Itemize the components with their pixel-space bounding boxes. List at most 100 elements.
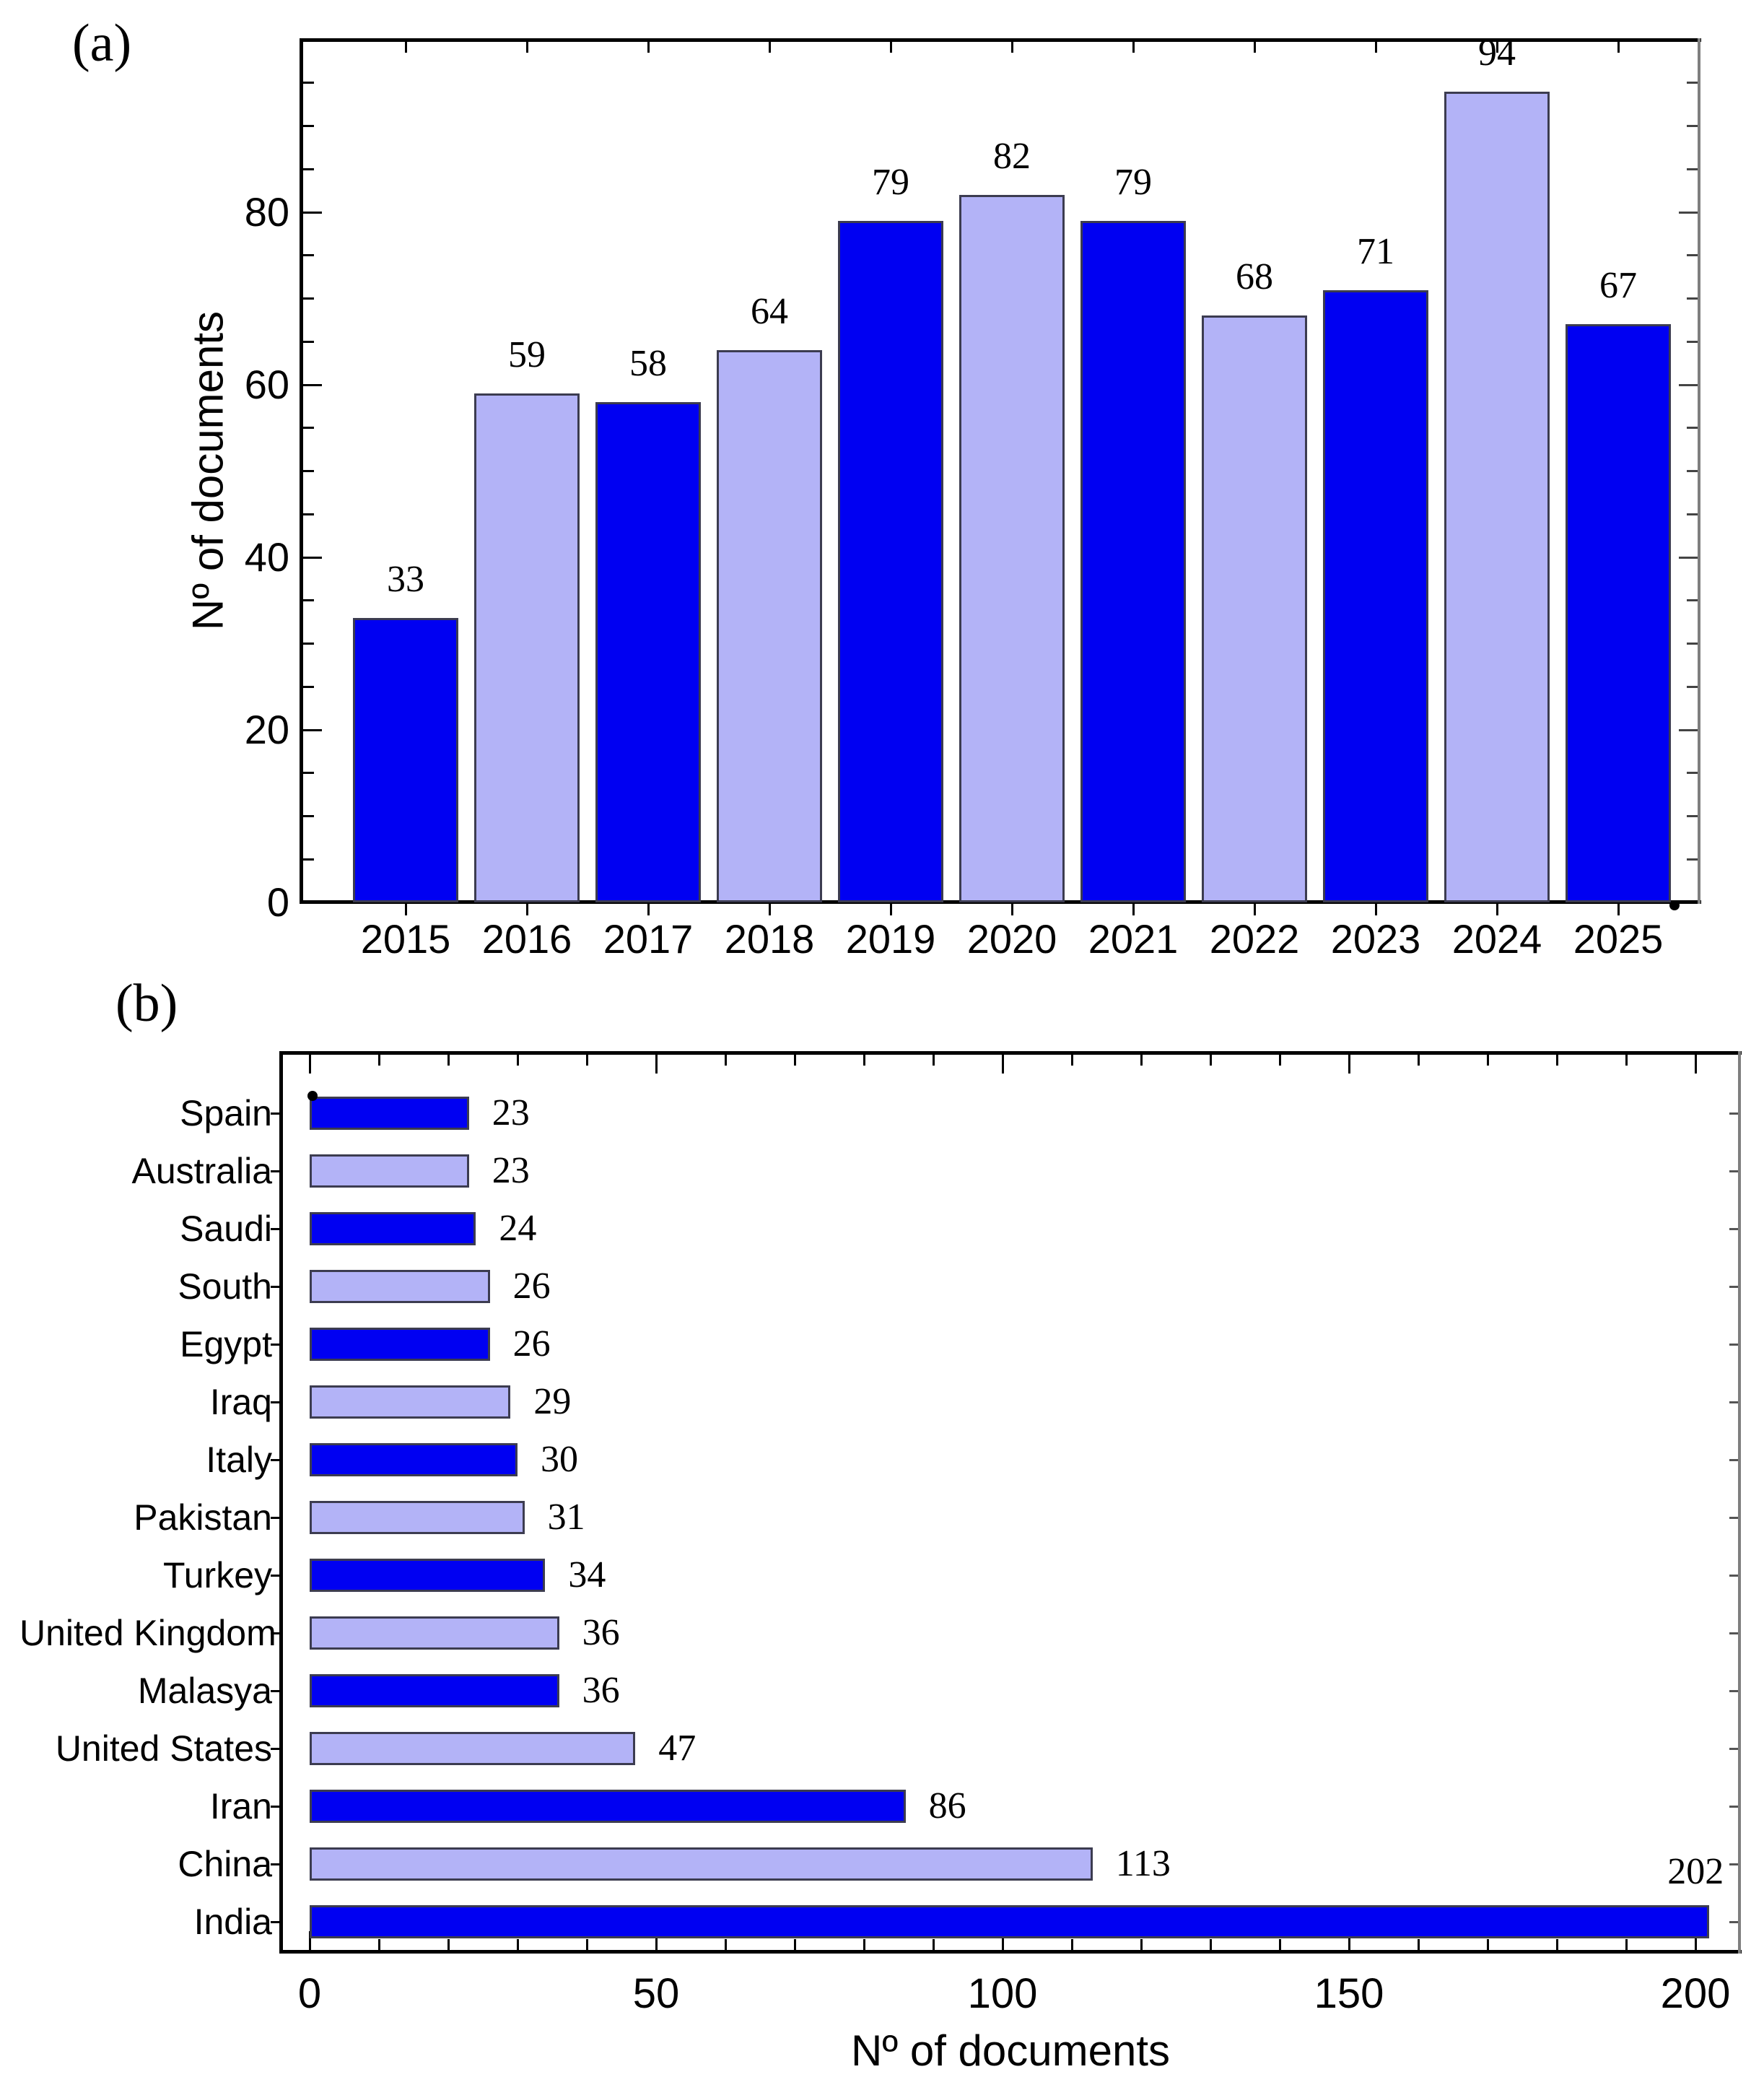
y-axis-tick-right — [1729, 1285, 1738, 1288]
y-axis-major-tick — [303, 211, 322, 214]
country-label: Iraq — [209, 1382, 272, 1422]
x-axis-tick-label: 2021 — [1088, 916, 1179, 962]
x-axis-tick-label: 200 — [1660, 1970, 1731, 2017]
bar-south — [310, 1270, 490, 1303]
y-axis-tick — [271, 1805, 279, 1808]
y-axis-tick-right — [1729, 1170, 1738, 1172]
country-label: Pakistan — [134, 1497, 272, 1538]
x-axis-tick-label: 150 — [1314, 1970, 1384, 2017]
y-axis-major-tick — [303, 728, 322, 731]
country-label: South — [178, 1266, 272, 1307]
country-label: Malasya — [137, 1671, 272, 1711]
x-axis-tick — [647, 904, 650, 915]
y-axis-minor-tick — [303, 427, 314, 430]
y-axis-tick-right — [1729, 1516, 1738, 1519]
y-axis-tick-right — [1729, 1458, 1738, 1461]
y-axis-tick — [271, 1285, 279, 1288]
bar-united-states — [310, 1732, 636, 1765]
bar-2021 — [1080, 220, 1186, 902]
y-axis-major-tick-right — [1679, 211, 1698, 214]
bar-pakistan — [310, 1501, 525, 1534]
bar-turkey — [310, 1559, 546, 1592]
x-axis-minor-tick — [793, 1939, 796, 1950]
x-axis-minor-tick-top — [516, 1055, 519, 1066]
country-label: Egypt — [180, 1324, 272, 1364]
bar-spain — [310, 1097, 469, 1130]
y-axis-minor-tick-right — [1687, 685, 1698, 688]
y-axis-tick — [271, 1170, 279, 1172]
y-axis-tick-right — [1729, 1227, 1738, 1230]
bar-2016 — [474, 393, 580, 902]
panel-a-label: (a) — [72, 14, 132, 73]
bar-value-label: 36 — [582, 1670, 620, 1711]
x-axis-minor-tick-top — [932, 1055, 935, 1066]
x-axis-tick — [1253, 904, 1256, 915]
panel-b-x-axis-title: Nº of documents — [850, 2026, 1171, 2075]
x-axis-minor-tick — [932, 1939, 935, 1950]
bar-value-label: 34 — [568, 1554, 606, 1595]
y-axis-tick — [271, 1401, 279, 1403]
x-axis-tick-label: 2017 — [603, 916, 694, 962]
x-axis-major-tick-top — [1348, 1055, 1350, 1074]
x-axis-tick — [404, 904, 407, 915]
bar-value-label: 67 — [1599, 265, 1637, 307]
x-axis-tick — [525, 904, 528, 915]
y-axis-tick — [271, 1574, 279, 1577]
x-axis-minor-tick-top — [1486, 1055, 1489, 1066]
country-label: China — [178, 1844, 272, 1884]
x-axis-top-tick — [647, 42, 650, 53]
x-axis-tick — [1496, 904, 1498, 915]
x-axis-tick-label: 100 — [967, 1970, 1038, 2017]
bar-value-label: 82 — [993, 136, 1031, 178]
y-axis-tick-right — [1729, 1632, 1738, 1634]
bar-value-label: 68 — [1236, 256, 1273, 298]
plot-frame-left-line — [300, 38, 303, 904]
bar-iraq — [310, 1385, 511, 1419]
bar-value-label: 29 — [533, 1381, 572, 1422]
y-axis-tick-label: 0 — [266, 879, 289, 925]
bar-2017 — [595, 401, 701, 902]
y-axis-major-tick-right — [1679, 728, 1698, 731]
y-axis-minor-tick-right — [1687, 254, 1698, 257]
bar-value-label: 59 — [508, 334, 546, 375]
bar-value-label: 58 — [629, 342, 667, 384]
x-axis-minor-tick-top — [1140, 1055, 1143, 1066]
x-axis-top-tick — [1496, 42, 1498, 53]
y-axis-tick — [271, 1458, 279, 1461]
bar-value-label: 79 — [872, 161, 909, 203]
bar-value-label: 30 — [541, 1439, 578, 1480]
y-axis-tick-right — [1729, 1863, 1738, 1865]
x-axis-minor-tick — [1417, 1939, 1420, 1950]
bar-saudi — [310, 1212, 476, 1245]
y-axis-tick-label: 80 — [244, 189, 289, 235]
country-label: Spain — [180, 1093, 272, 1133]
x-axis-tick — [1010, 904, 1013, 915]
x-axis-major-tick — [655, 1931, 658, 1950]
chart-a-yearly-documents: 0 20 40 60 80 33 2015 59 2016 58 2017 64 2018 79 2019 8… — [244, 32, 1701, 962]
bar-united-kingdom — [310, 1616, 559, 1650]
origin-marker-dot — [1669, 900, 1680, 910]
bar-india — [310, 1905, 1710, 1938]
bar-2023 — [1323, 289, 1428, 902]
x-axis-minor-tick-top — [1625, 1055, 1628, 1066]
plot-frame-top-line — [300, 38, 1701, 42]
bar-value-label: 36 — [582, 1612, 620, 1653]
x-axis-minor-tick — [1625, 1939, 1628, 1950]
plot-frame-right-line — [1698, 38, 1700, 904]
y-axis-minor-tick-right — [1687, 772, 1698, 775]
bar-2025 — [1566, 324, 1671, 902]
x-axis-tick-label: 50 — [632, 1970, 680, 2017]
bar-value-label: 23 — [492, 1092, 530, 1133]
bar-value-label: 31 — [547, 1497, 585, 1538]
x-axis-minor-tick — [377, 1939, 380, 1950]
x-axis-minor-tick-top — [447, 1055, 450, 1066]
bar-value-label: 64 — [751, 291, 788, 333]
country-label: India — [193, 1902, 272, 1942]
plot-frame-top-line — [279, 1051, 1742, 1055]
y-axis-minor-tick — [303, 470, 314, 472]
y-axis-major-tick-right — [1679, 556, 1698, 559]
y-axis-minor-tick-right — [1687, 599, 1698, 602]
bar-2024 — [1444, 91, 1550, 902]
y-axis-major-tick — [303, 556, 322, 559]
x-axis-minor-tick — [447, 1939, 450, 1950]
